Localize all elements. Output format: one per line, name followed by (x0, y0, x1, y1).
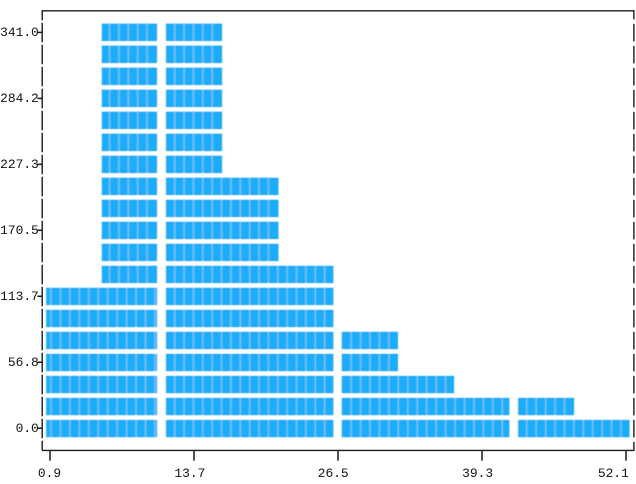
svg-text:170.5: 170.5 (0, 223, 39, 238)
svg-text:284.2: 284.2 (0, 91, 39, 106)
svg-text:0.9: 0.9 (38, 466, 61, 481)
svg-text:39.3: 39.3 (462, 466, 493, 481)
svg-text:341.0: 341.0 (0, 25, 39, 40)
svg-text:227.3: 227.3 (0, 157, 39, 172)
svg-text:0.0: 0.0 (16, 421, 39, 436)
svg-text:26.5: 26.5 (318, 466, 349, 481)
svg-text:52.1: 52.1 (598, 466, 629, 481)
svg-text:113.7: 113.7 (0, 289, 39, 304)
svg-text:56.8: 56.8 (8, 355, 39, 370)
svg-text:13.7: 13.7 (174, 466, 205, 481)
